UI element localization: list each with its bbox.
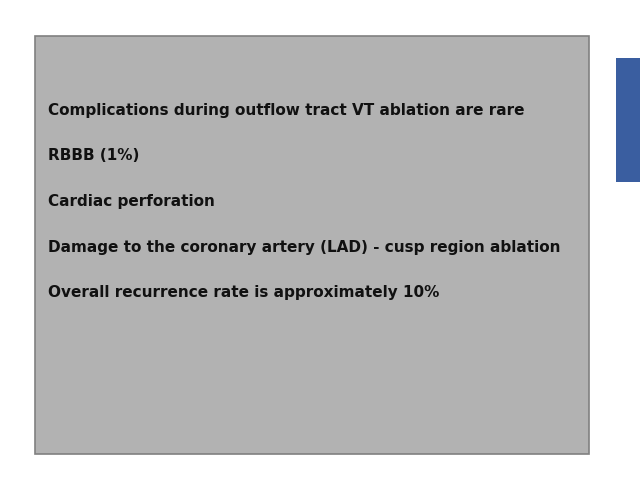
Text: RBBB (1%): RBBB (1%): [48, 148, 140, 164]
Text: Complications during outflow tract VT ablation are rare: Complications during outflow tract VT ab…: [48, 103, 525, 118]
FancyBboxPatch shape: [35, 36, 589, 454]
FancyBboxPatch shape: [616, 58, 640, 182]
Text: Overall recurrence rate is approximately 10%: Overall recurrence rate is approximately…: [48, 285, 440, 300]
Text: Cardiac perforation: Cardiac perforation: [48, 194, 215, 209]
Text: Damage to the coronary artery (LAD) - cusp region ablation: Damage to the coronary artery (LAD) - cu…: [48, 240, 561, 255]
